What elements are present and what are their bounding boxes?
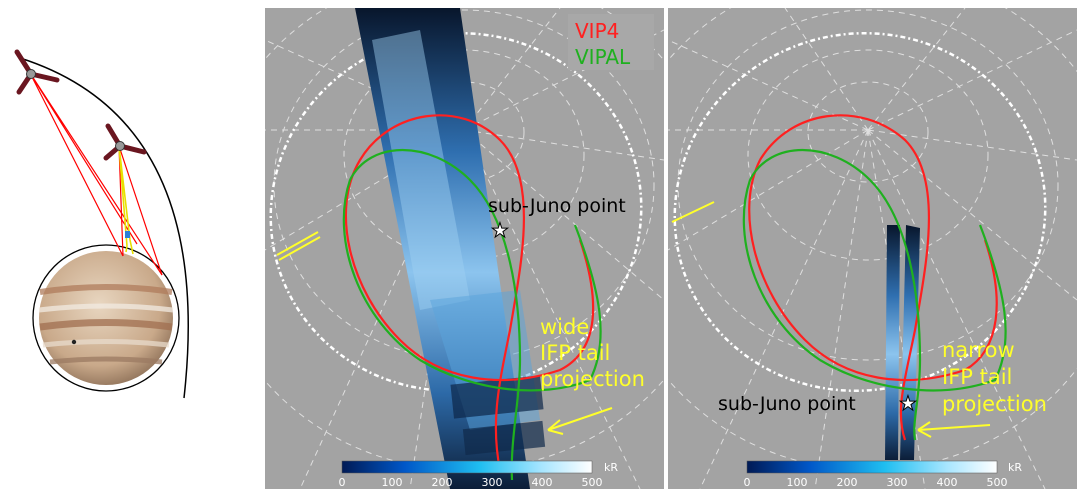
ganymede-footprint-mark xyxy=(276,231,321,261)
colorbar-tick: 300 xyxy=(887,476,908,489)
legend-box xyxy=(568,14,654,70)
colorbar-tick: 200 xyxy=(837,476,858,489)
jupiter-globe xyxy=(32,244,180,392)
polar-map-panel-right: ★ xyxy=(668,8,1077,489)
colorbar-unit: kR xyxy=(1008,461,1022,474)
colorbar-tick: 400 xyxy=(937,476,958,489)
ifp-tail-arrow xyxy=(917,424,991,431)
vipal-footprint-left xyxy=(342,149,602,481)
juno-orbit-arc xyxy=(19,57,190,399)
sub-juno-label: sub-Juno point xyxy=(488,195,626,217)
annotation-line: IFP tail xyxy=(942,365,1012,389)
reference-oval xyxy=(269,31,643,393)
annotation-line: wide xyxy=(540,315,589,339)
colorbar-tick: 200 xyxy=(432,476,453,489)
vip4-footprint-right xyxy=(748,114,998,441)
colorbar-right: 0 100 200 300 400 500 kR xyxy=(744,460,1022,489)
legend-vip4-label: VIP4 xyxy=(575,19,619,43)
colorbar-tick: 300 xyxy=(482,476,503,489)
sight-lines xyxy=(29,72,163,276)
vip4-footprint-left xyxy=(344,114,595,471)
colorbar-tick: 0 xyxy=(744,476,751,489)
annotation-line: projection xyxy=(942,392,1047,416)
spacecraft-icon xyxy=(103,123,147,161)
panel-divider xyxy=(664,8,668,489)
reference-oval xyxy=(673,31,1047,393)
colorbar-tick: 500 xyxy=(987,476,1008,489)
ifp-tail-arrow xyxy=(547,407,613,431)
sub-juno-label: sub-Juno point xyxy=(718,393,856,415)
colorbar-tick: 100 xyxy=(382,476,403,489)
legend-vipal-label: VIPAL xyxy=(575,45,631,69)
colorbar-left: 0 100 200 300 400 500 kR xyxy=(339,460,618,489)
spacecraft-icon xyxy=(14,49,60,95)
orbit-schematic xyxy=(14,49,190,399)
uv-image-strip xyxy=(355,8,546,489)
annotation-line: projection xyxy=(540,367,645,391)
colorbar-tick: 100 xyxy=(787,476,808,489)
ganymede-footprint-mark xyxy=(671,201,715,223)
colorbar-tick: 0 xyxy=(339,476,346,489)
sub-juno-star-icon: ★ xyxy=(491,218,509,242)
colorbar-unit: kR xyxy=(604,461,618,474)
uv-image-strip xyxy=(885,225,920,460)
annotation-line: IFP tail xyxy=(540,341,610,365)
sub-juno-star-icon: ★ xyxy=(899,391,917,415)
colorbar-tick: 500 xyxy=(582,476,603,489)
polar-map-panel-left: ★ xyxy=(265,8,664,489)
annotation-line: narrow xyxy=(942,338,1015,362)
vipal-footprint-right xyxy=(742,149,1007,441)
colorbar-tick: 400 xyxy=(532,476,553,489)
